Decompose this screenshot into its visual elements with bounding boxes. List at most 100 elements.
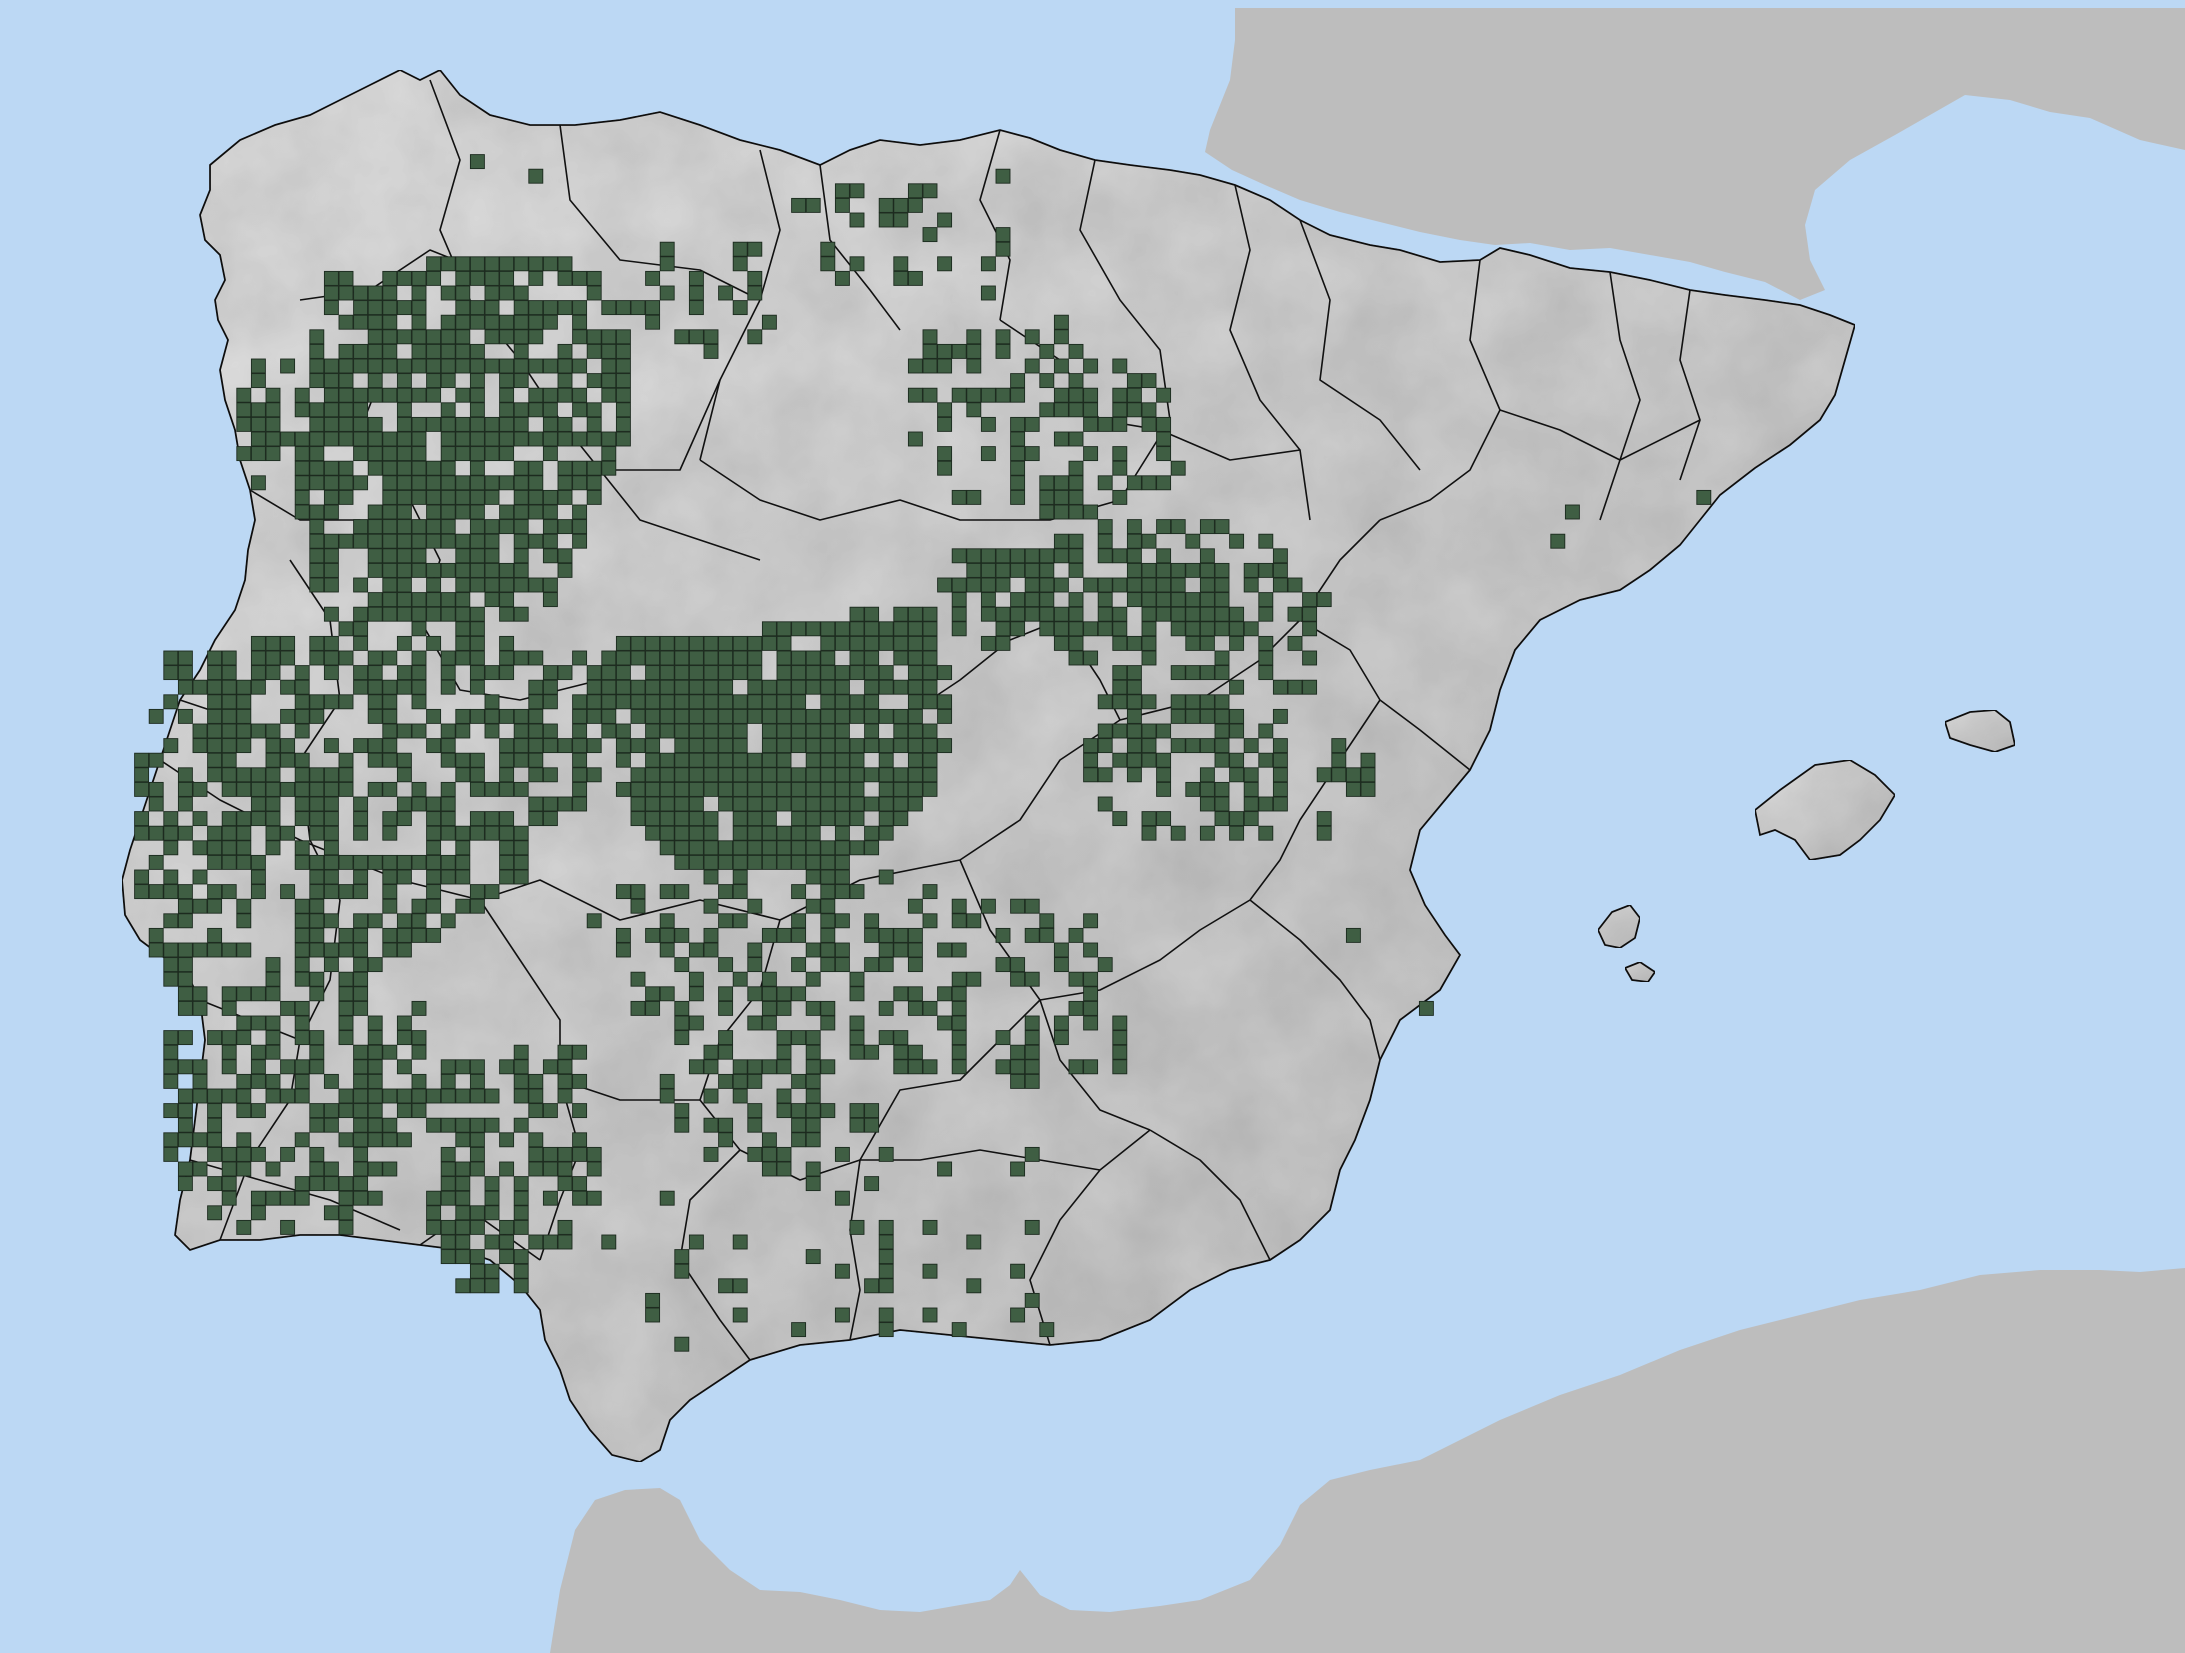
occupied-cell — [615, 650, 631, 666]
occupied-cell — [309, 971, 325, 987]
occupied-cell — [528, 489, 544, 505]
occupied-cell — [367, 314, 383, 330]
occupied-cell — [703, 767, 719, 783]
occupied-cell — [528, 708, 544, 724]
occupied-cell — [513, 431, 529, 447]
occupied-cell — [630, 811, 646, 827]
occupied-cell — [163, 884, 179, 900]
occupied-cell — [221, 1044, 237, 1060]
occupied-cell — [688, 825, 704, 841]
occupied-cell — [338, 1103, 354, 1119]
occupied-cell — [966, 358, 982, 374]
occupied-cell — [148, 752, 164, 768]
occupied-cell — [1550, 533, 1566, 549]
occupied-cell — [718, 913, 734, 929]
occupied-cell — [396, 942, 412, 958]
occupied-cell — [907, 635, 923, 651]
occupied-cell — [659, 241, 675, 257]
occupied-cell — [907, 694, 923, 710]
occupied-cell — [995, 1059, 1011, 1075]
occupied-cell — [484, 592, 500, 608]
occupied-cell — [367, 1161, 383, 1177]
occupied-cell — [893, 942, 909, 958]
occupied-cell — [323, 825, 339, 841]
occupied-cell — [572, 504, 588, 520]
occupied-cell — [732, 723, 748, 739]
occupied-cell — [411, 913, 427, 929]
occupied-cell — [513, 840, 529, 856]
occupied-cell — [338, 752, 354, 768]
occupied-cell — [1156, 577, 1172, 593]
occupied-cell — [513, 854, 529, 870]
occupied-cell — [849, 665, 865, 681]
occupied-cell — [718, 723, 734, 739]
occupied-cell — [338, 533, 354, 549]
occupied-cell — [791, 1322, 807, 1338]
occupied-cell — [367, 708, 383, 724]
occupied-cell — [805, 1249, 821, 1265]
occupied-cell — [528, 723, 544, 739]
occupied-cell — [134, 825, 150, 841]
occupied-cell — [630, 300, 646, 316]
occupied-cell — [542, 431, 558, 447]
occupied-cell — [864, 796, 880, 812]
occupied-cell — [513, 752, 529, 768]
occupied-cell — [791, 767, 807, 783]
occupied-cell — [338, 1132, 354, 1148]
occupied-cell — [557, 1219, 573, 1235]
occupied-cell — [1126, 402, 1142, 418]
occupied-cell — [280, 1146, 296, 1162]
occupied-cell — [294, 460, 310, 476]
occupied-cell — [1141, 694, 1157, 710]
occupied-cell — [791, 1132, 807, 1148]
occupied-cell — [499, 840, 515, 856]
occupied-cell — [1258, 665, 1274, 681]
occupied-cell — [1053, 957, 1069, 973]
occupied-cell — [353, 1146, 369, 1162]
occupied-cell — [528, 1161, 544, 1177]
occupied-cell — [907, 650, 923, 666]
occupied-cell — [177, 1161, 193, 1177]
occupied-cell — [382, 431, 398, 447]
occupied-cell — [586, 1146, 602, 1162]
occupied-cell — [411, 781, 427, 797]
occupied-cell — [426, 898, 442, 914]
occupied-cell — [440, 723, 456, 739]
occupied-cell — [878, 621, 894, 637]
occupied-cell — [703, 1146, 719, 1162]
occupied-cell — [323, 913, 339, 929]
occupied-cell — [878, 1030, 894, 1046]
occupied-cell — [1258, 796, 1274, 812]
occupied-cell — [469, 533, 485, 549]
occupied-cell — [455, 270, 471, 286]
occupied-cell — [353, 884, 369, 900]
occupied-cell — [207, 650, 223, 666]
occupied-cell — [1199, 767, 1215, 783]
occupied-cell — [469, 314, 485, 330]
occupied-cell — [440, 1161, 456, 1177]
occupied-cell — [469, 1117, 485, 1133]
occupied-cell — [513, 475, 529, 491]
occupied-cell — [382, 811, 398, 827]
occupied-cell — [645, 927, 661, 943]
occupied-cell — [645, 767, 661, 783]
occupied-cell — [382, 475, 398, 491]
occupied-cell — [265, 431, 281, 447]
occupied-cell — [1229, 533, 1245, 549]
occupied-cell — [499, 358, 515, 374]
occupied-cell — [382, 1161, 398, 1177]
occupied-cell — [732, 635, 748, 651]
occupied-cell — [864, 1278, 880, 1294]
occupied-cell — [528, 650, 544, 666]
occupied-cell — [849, 183, 865, 199]
occupied-cell — [820, 679, 836, 695]
occupied-cell — [805, 767, 821, 783]
occupied-cell — [557, 796, 573, 812]
occupied-cell — [207, 825, 223, 841]
occupied-cell — [1039, 562, 1055, 578]
occupied-cell — [411, 694, 427, 710]
occupied-cell — [615, 402, 631, 418]
occupied-cell — [586, 416, 602, 432]
occupied-cell — [396, 519, 412, 535]
occupied-cell — [1331, 752, 1347, 768]
